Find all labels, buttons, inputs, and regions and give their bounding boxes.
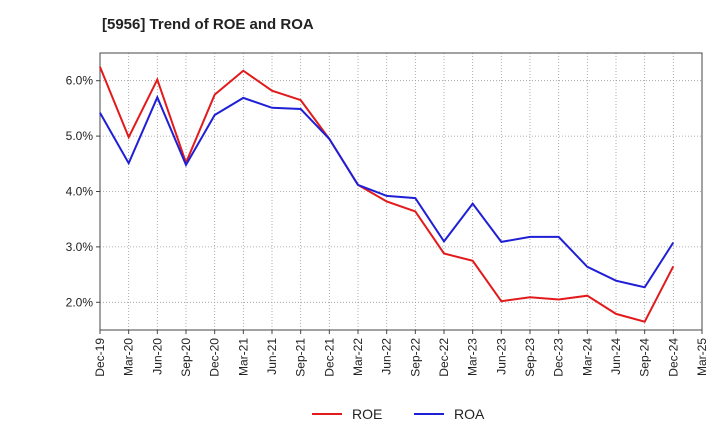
x-tick-label: Jun-20	[150, 338, 164, 375]
x-tick-label: Dec-19	[93, 338, 107, 377]
x-tick-label: Sep-20	[179, 338, 193, 377]
x-tick-label: Sep-22	[408, 338, 422, 377]
x-tick-label: Mar-25	[695, 338, 709, 376]
x-tick-label: Mar-21	[236, 338, 250, 376]
x-tick-label: Dec-20	[208, 338, 222, 377]
x-tick-label: Mar-24	[580, 338, 594, 376]
y-tick-label: 2.0%	[66, 295, 94, 309]
y-tick-label: 5.0%	[66, 129, 94, 143]
x-tick-label: Dec-22	[437, 338, 451, 377]
y-axis: 2.0% 3.0% 4.0% 5.0% 6.0%	[66, 74, 100, 309]
x-tick-label: Dec-23	[552, 338, 566, 377]
legend-label-roe: ROE	[352, 406, 382, 422]
series-lines	[99, 66, 675, 323]
legend: ROE ROA	[312, 406, 485, 422]
grid-lines	[100, 53, 702, 330]
y-tick-label: 4.0%	[66, 185, 94, 199]
x-tick-label: Mar-20	[122, 338, 136, 376]
x-tick-label: Sep-24	[638, 338, 652, 377]
x-tick-label: Jun-24	[609, 338, 623, 375]
y-tick-label: 3.0%	[66, 240, 94, 254]
x-tick-label: Dec-21	[322, 338, 336, 377]
x-tick-label: Sep-21	[294, 338, 308, 377]
series-line-roe	[99, 66, 675, 323]
y-tick-label: 6.0%	[66, 74, 94, 88]
legend-label-roa: ROA	[454, 406, 485, 422]
x-tick-label: Dec-24	[666, 338, 680, 377]
x-tick-label: Jun-23	[494, 338, 508, 375]
x-tick-label: Sep-23	[523, 338, 537, 377]
x-tick-label: Jun-22	[380, 338, 394, 375]
x-tick-label: Mar-23	[466, 338, 480, 376]
series-line-roa	[99, 94, 675, 289]
x-axis: Dec-19 Mar-20 Jun-20 Sep-20 Dec-20 Mar-21 Jun-…	[93, 330, 709, 377]
x-tick-label: Mar-22	[351, 338, 365, 376]
chart-title: [5956] Trend of ROE and ROA	[102, 16, 314, 33]
x-tick-label: Jun-21	[265, 338, 279, 375]
